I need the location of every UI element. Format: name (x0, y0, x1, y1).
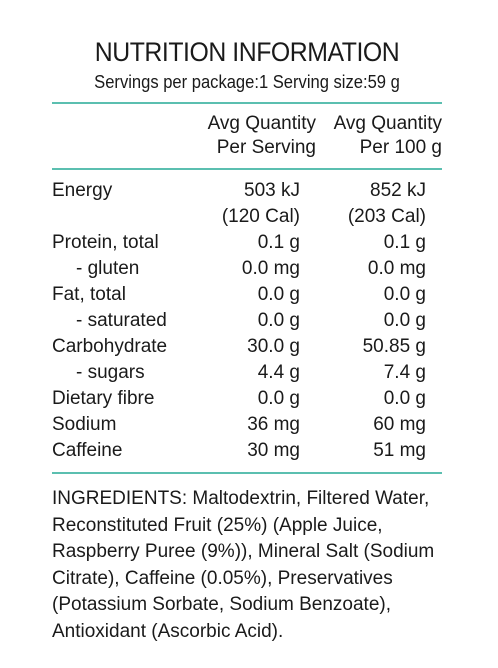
value-per-serving: 0.0 g (257, 388, 300, 409)
ingredients-line: (Potassium Sorbate, Sodium Benzoate), (52, 594, 392, 615)
nutrient-label (52, 204, 172, 230)
servings-info: Servings per package:1 Serving size:59 g (94, 72, 400, 92)
table-row: Carbohydrate 30.0 g 50.85 g (52, 334, 442, 360)
value-per-serving: 0.1 g (257, 232, 300, 253)
value-per-100g: 0.0 mg (367, 258, 426, 279)
header-per-serving: Avg Quantity Per Serving (68, 112, 316, 160)
value-per-serving: (120 Cal) (221, 206, 300, 227)
table-row: - gluten 0.0 mg 0.0 mg (52, 256, 442, 282)
nutrient-label: Caffeine (52, 440, 123, 461)
table-row: - sugars 4.4 g 7.4 g (52, 360, 442, 386)
value-per-serving: 36 mg (247, 414, 300, 435)
column-headers: Avg Quantity Per Serving Avg Quantity Pe… (52, 112, 442, 160)
nutrition-panel: NUTRITION INFORMATION Servings per packa… (52, 36, 442, 645)
header-per-100g: Avg Quantity Per 100 g (316, 112, 442, 160)
nutrient-label: Sodium (52, 414, 117, 435)
divider-bottom (52, 472, 442, 474)
ingredients-line: Citrate), Caffeine (0.05%), Preservative… (52, 567, 393, 589)
nutrient-label: Dietary fibre (52, 388, 155, 409)
value-per-serving: 4.4 g (257, 362, 300, 383)
divider-header (52, 168, 442, 170)
table-row: Fat, total 0.0 g 0.0 g (52, 282, 442, 308)
nutrient-label: Carbohydrate (52, 336, 168, 357)
table-row: Energy 503 kJ 852 kJ (52, 178, 442, 204)
value-per-100g: (203 Cal) (347, 206, 426, 227)
header-per-100g-line2: Per 100 g (359, 137, 442, 158)
header-per-100g-line1: Avg Quantity (333, 113, 442, 134)
value-per-serving: 30 mg (247, 440, 300, 461)
table-row: (120 Cal) (203 Cal) (52, 204, 442, 230)
nutrient-table: Energy 503 kJ 852 kJ (120 Cal) (203 Cal)… (52, 178, 442, 464)
nutrient-label: Protein, total (52, 232, 159, 253)
nutrient-label: - saturated (76, 310, 167, 331)
table-row: Sodium 36 mg 60 mg (52, 412, 442, 438)
ingredients-line: Raspberry Puree (9%)), Mineral Salt (Sod… (52, 541, 435, 562)
value-per-serving: 0.0 mg (241, 258, 300, 279)
divider-top (52, 102, 442, 104)
ingredients-line: INGREDIENTS: Maltodextrin, Filtered Wate… (52, 488, 430, 509)
header-per-serving-line1: Avg Quantity (207, 113, 316, 134)
ingredients-line: Antioxidant (Ascorbic Acid). (52, 620, 284, 642)
panel-title: NUTRITION INFORMATION (94, 37, 400, 67)
header-per-serving-line2: Per Serving (216, 137, 316, 158)
value-per-100g: 0.1 g (383, 232, 426, 253)
value-per-serving: 503 kJ (244, 180, 300, 201)
value-per-100g: 7.4 g (383, 362, 426, 383)
table-row: Protein, total 0.1 g 0.1 g (52, 230, 442, 256)
value-per-100g: 0.0 g (383, 310, 426, 331)
ingredients-list: INGREDIENTS: Maltodextrin, Filtered Wate… (52, 486, 442, 645)
value-per-serving: 0.0 g (257, 310, 300, 331)
table-row: - saturated 0.0 g 0.0 g (52, 308, 442, 334)
value-per-100g: 60 mg (373, 414, 426, 435)
value-per-100g: 50.85 g (362, 336, 426, 357)
value-per-100g: 0.0 g (383, 284, 426, 305)
nutrient-label: - sugars (76, 362, 145, 383)
nutrient-label: - gluten (76, 258, 140, 279)
nutrient-label: Energy (52, 180, 113, 201)
ingredients-line: Reconstituted Fruit (25%) (Apple Juice, (52, 514, 383, 536)
value-per-serving: 0.0 g (257, 284, 300, 305)
value-per-100g: 51 mg (373, 440, 426, 461)
value-per-serving: 30.0 g (247, 336, 300, 357)
table-row: Dietary fibre 0.0 g 0.0 g (52, 386, 442, 412)
table-row: Caffeine 30 mg 51 mg (52, 438, 442, 464)
value-per-100g: 852 kJ (370, 180, 426, 201)
nutrient-label: Fat, total (52, 284, 126, 305)
value-per-100g: 0.0 g (383, 388, 426, 409)
